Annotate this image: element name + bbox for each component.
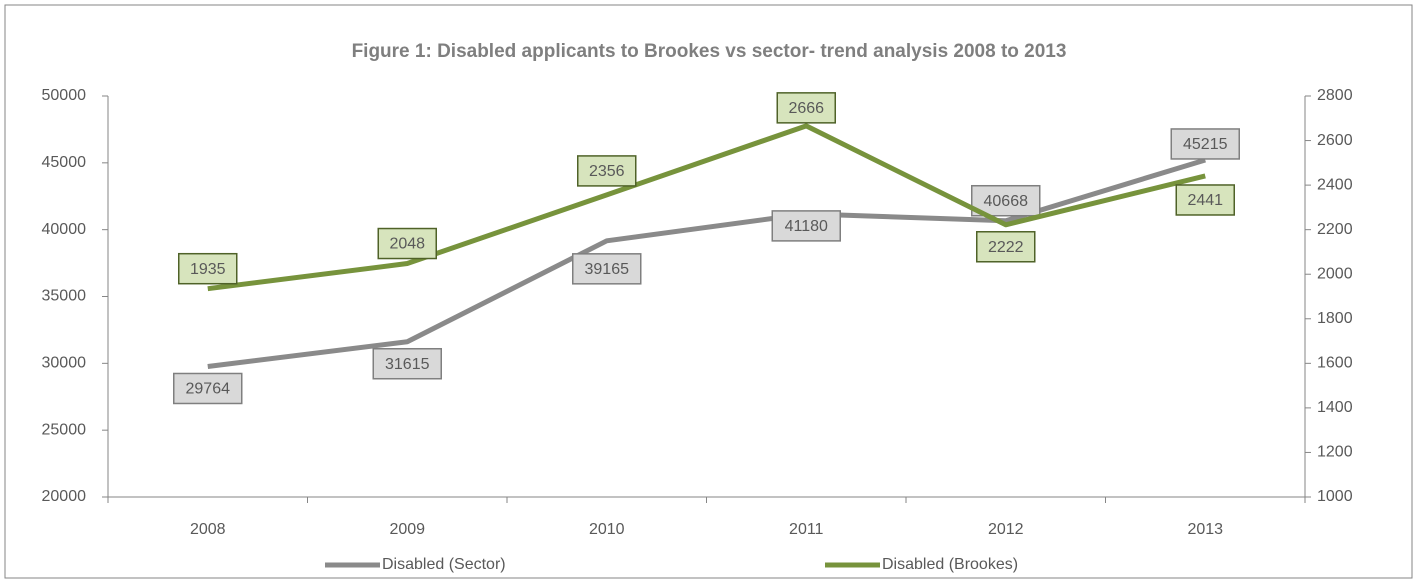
legend-label: Disabled (Brookes) (882, 556, 1018, 573)
data-label: 31615 (385, 356, 430, 373)
data-label: 45215 (1183, 136, 1228, 153)
data-label: 2666 (788, 100, 824, 117)
data-label: 1935 (190, 261, 226, 278)
y2-tick-label: 2600 (1317, 132, 1353, 149)
y2-tick-label: 1200 (1317, 444, 1353, 461)
chart-border (4, 4, 1413, 579)
data-label-box (377, 227, 437, 260)
y-tick-label: 50000 (42, 87, 87, 104)
y-tick-label: 45000 (42, 154, 87, 171)
data-label: 2356 (589, 163, 625, 180)
x-tick-label: 2012 (988, 521, 1024, 538)
x-tick-label: 2013 (1187, 521, 1223, 538)
data-label-box (771, 210, 841, 242)
data-label-box (173, 372, 243, 405)
legend-label: Disabled (Sector) (382, 556, 506, 573)
data-label: 40668 (984, 193, 1029, 210)
data-label: 2048 (389, 236, 425, 253)
x-tick-label: 2008 (190, 521, 226, 538)
line-series (207, 123, 1206, 292)
y2-tick-label: 2200 (1317, 221, 1353, 238)
y-tick-label: 30000 (42, 355, 87, 372)
data-label-box (1170, 128, 1240, 160)
y2-tick-label: 2800 (1317, 87, 1353, 104)
data-label-box (976, 231, 1036, 263)
y-tick-label: 25000 (42, 421, 87, 438)
x-tick-label: 2010 (589, 521, 625, 538)
data-label: 39165 (585, 261, 630, 278)
data-label: 41180 (785, 218, 828, 235)
y-tick-label: 40000 (42, 221, 87, 238)
x-tick-label: 2009 (389, 521, 425, 538)
x-tick-label: 2011 (789, 521, 824, 538)
y2-tick-label: 1000 (1317, 488, 1353, 505)
y2-tick-label: 1800 (1317, 310, 1353, 327)
chart-title: Figure 1: Disabled applicants to Brookes… (352, 41, 1067, 62)
y2-tick-label: 2400 (1317, 176, 1353, 193)
y-tick-label: 20000 (42, 488, 87, 505)
data-label-box (1175, 184, 1235, 216)
data-label-box (178, 252, 238, 285)
data-label-box (572, 253, 642, 285)
data-label-box (577, 155, 637, 187)
data-label: 2441 (1187, 192, 1223, 209)
y-tick-label: 35000 (42, 288, 87, 305)
data-label-box (776, 92, 836, 124)
y2-tick-label: 1400 (1317, 399, 1353, 416)
data-label-box (372, 347, 442, 380)
y2-tick-label: 1600 (1317, 355, 1353, 372)
data-label: 2222 (988, 239, 1024, 256)
y2-tick-label: 2000 (1317, 265, 1353, 282)
data-label: 29764 (186, 381, 231, 398)
